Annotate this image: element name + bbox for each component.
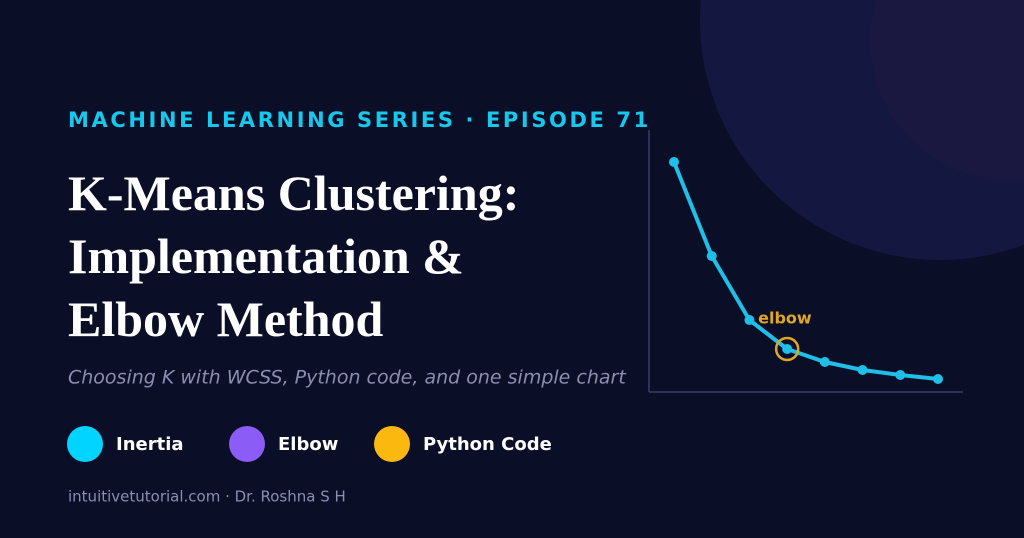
- line: [672, 161, 939, 381]
- subtitle: Choosing K with WCSS, Python code, and o…: [68, 367, 627, 389]
- title-line: K-Means Clustering:: [68, 165, 519, 221]
- point: [933, 374, 943, 384]
- footer: intuitivetutorial.com · Dr. Roshna S H: [68, 488, 346, 506]
- point: [669, 157, 679, 167]
- legend-swatch: [229, 426, 265, 462]
- deco-circle: [870, 0, 1024, 180]
- title-line: Elbow Method: [68, 291, 384, 347]
- point: [857, 365, 868, 375]
- point: [706, 251, 717, 261]
- legend-label: Elbow: [278, 434, 338, 455]
- annotation: elbow: [758, 309, 812, 328]
- legend-label: Python Code: [423, 434, 552, 455]
- legend-swatch: [67, 426, 103, 462]
- elbow-ring: [774, 336, 800, 362]
- title-line: Implementation &: [68, 228, 464, 284]
- series-label: MACHINE LEARNING SERIES · EPISODE 71: [68, 108, 651, 132]
- point: [819, 357, 830, 367]
- legend-label: Inertia: [116, 434, 184, 455]
- point: [895, 370, 906, 380]
- legend-swatch: [374, 426, 410, 462]
- point: [782, 344, 793, 354]
- point: [744, 315, 755, 325]
